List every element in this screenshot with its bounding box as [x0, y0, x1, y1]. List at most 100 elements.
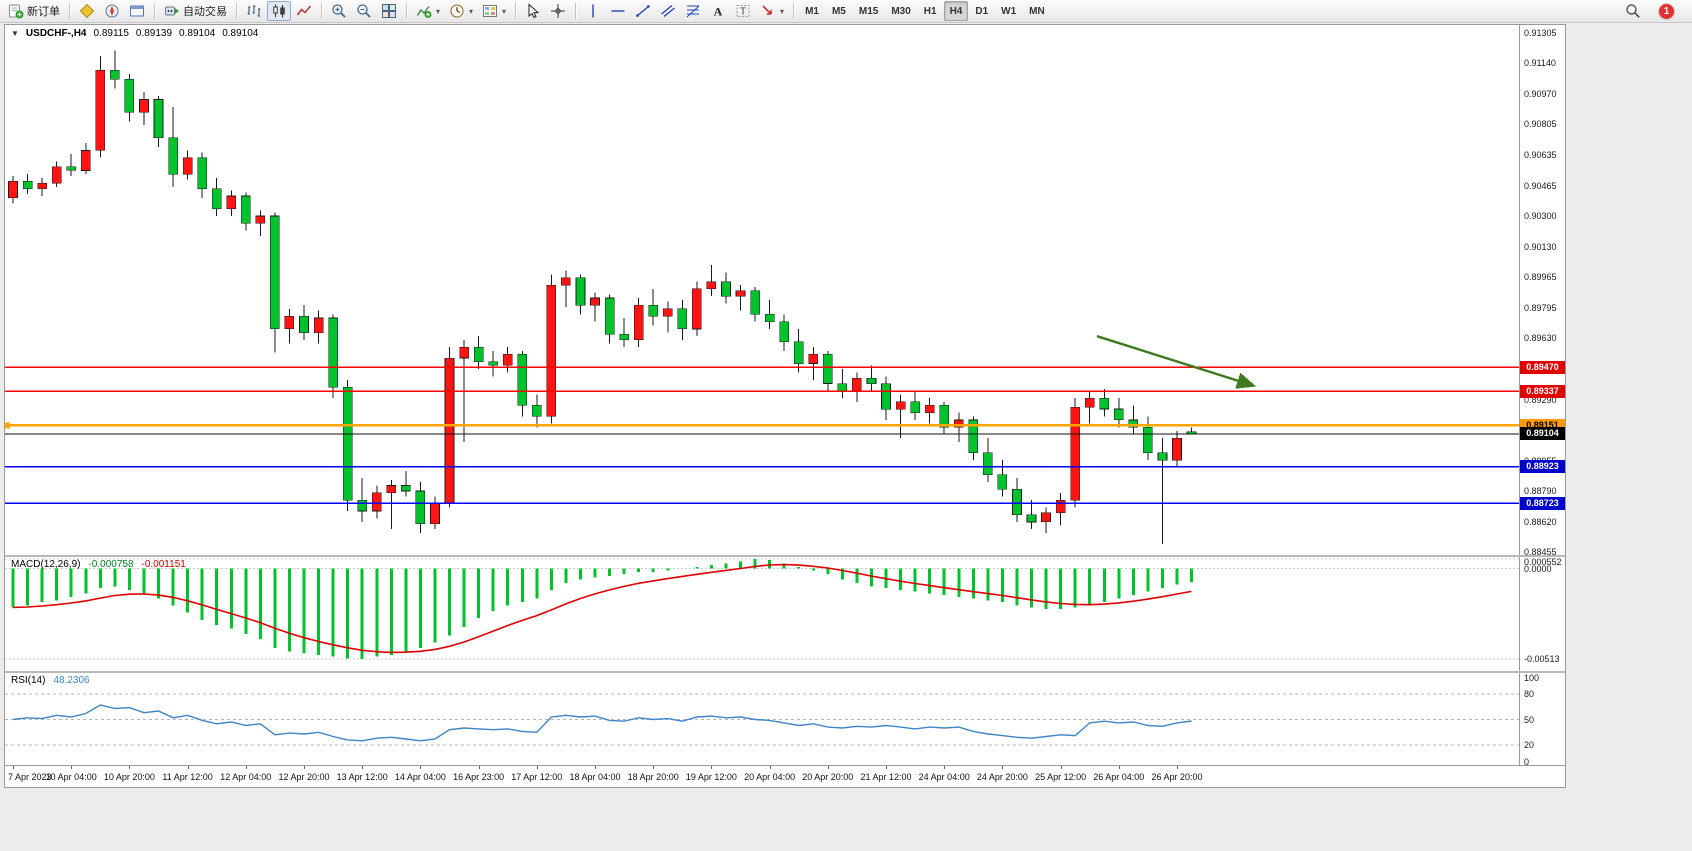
fibo-icon	[685, 3, 701, 19]
time-axis-tick	[1060, 766, 1062, 769]
macd-label: MACD(12,26,9) -0.000758 -0.001151	[11, 559, 186, 570]
candle	[1172, 430, 1182, 468]
label-icon: T	[735, 3, 751, 19]
tf-m1[interactable]: M1	[799, 1, 825, 21]
fibonacci-button[interactable]	[681, 1, 705, 21]
time-axis-tick	[1002, 766, 1004, 769]
templates-button[interactable]: ▾	[478, 1, 510, 21]
toolbar-groups: 新订单 自动交易 ▾ ▾ ▾ A T ▾ M1 M5 M15 M30 H1 H4 D1 W1 MN	[4, 1, 1051, 21]
rsi-plot[interactable]	[5, 673, 1519, 765]
candle	[953, 412, 964, 442]
market-watch-button[interactable]	[75, 1, 99, 21]
new-order-button[interactable]: 新订单	[4, 1, 64, 21]
navigator-button[interactable]	[100, 1, 124, 21]
time-axis-label: 11 Apr 12:00	[162, 772, 213, 782]
rsi-axis[interactable]: 100 80 50 20 0	[1519, 673, 1565, 765]
line-chart-button[interactable]	[292, 1, 316, 21]
candle	[910, 390, 920, 420]
candle	[284, 308, 295, 344]
arrows-button[interactable]: ▾	[756, 1, 788, 21]
candle	[779, 314, 790, 351]
price-axis-label: 0.89630	[1524, 333, 1557, 343]
trendline-button[interactable]	[631, 1, 655, 21]
rsi-line	[12, 704, 1192, 742]
macd-axis-label: 0.000552	[1524, 557, 1562, 567]
arrows-icon	[760, 3, 776, 19]
tf-m30[interactable]: M30	[885, 1, 916, 21]
tf-h4[interactable]: H4	[943, 1, 969, 21]
oneclick-collapse-icon[interactable]: ▼	[11, 29, 19, 38]
tf-h1[interactable]: H1	[918, 1, 943, 21]
price-line-badge: 0.89337	[1520, 384, 1565, 398]
crosshair-button[interactable]	[546, 1, 570, 21]
dropdown-caret-icon: ▾	[436, 6, 441, 16]
candle	[386, 480, 397, 530]
price-axis[interactable]: 0.91305 0.91140 0.90970 0.90805 0.90635 0.904…	[1519, 25, 1565, 555]
price-axis-label: 0.88790	[1524, 486, 1557, 496]
periods-button[interactable]: ▾	[445, 1, 477, 21]
panel-splitter[interactable]	[5, 555, 1565, 557]
label-button[interactable]: T	[731, 1, 755, 21]
candle	[124, 74, 135, 122]
notifications-badge[interactable]: 1	[1659, 3, 1674, 19]
tf-m5[interactable]: M5	[826, 1, 852, 21]
time-axis-tick	[944, 766, 946, 769]
tf-h1-label: H1	[923, 5, 937, 17]
candle	[8, 176, 18, 204]
autotrade-icon	[164, 3, 180, 19]
price-axis-label: 0.89290	[1524, 394, 1557, 405]
search-icon	[1625, 3, 1641, 19]
time-axis-tick	[536, 766, 538, 769]
time-axis-label: 25 Apr 12:00	[1035, 772, 1087, 782]
macd-axis[interactable]: 0.000552 0.0000 -0.00513	[1519, 557, 1565, 671]
vertical-line-button[interactable]	[581, 1, 605, 21]
candle	[968, 416, 979, 460]
price-chart-plot[interactable]	[5, 25, 1519, 555]
indicators-button[interactable]: ▾	[412, 1, 444, 21]
arrow-annotation[interactable]	[1096, 335, 1257, 389]
cursor-button[interactable]	[521, 1, 545, 21]
candle	[604, 294, 615, 344]
search-button[interactable]	[1621, 1, 1645, 21]
new-order-icon	[8, 3, 24, 19]
tile-icon	[381, 3, 397, 19]
terminal-button[interactable]	[125, 1, 149, 21]
channel-button[interactable]	[656, 1, 680, 21]
candle	[546, 274, 557, 424]
time-axis-label: 26 Apr 20:00	[1151, 772, 1203, 782]
rsi-axis-label: 100	[1524, 673, 1540, 683]
time-axis-label: 21 Apr 12:00	[860, 772, 912, 782]
candle	[750, 287, 760, 322]
toolbar-separator	[793, 3, 795, 19]
candle	[1157, 438, 1168, 544]
tf-mn[interactable]: MN	[1023, 1, 1051, 21]
bar-chart-button[interactable]	[242, 1, 266, 21]
text-button[interactable]: A	[706, 1, 730, 21]
time-axis-label: 20 Apr 20:00	[802, 772, 854, 782]
price-line-badge: 0.89470	[1520, 360, 1565, 374]
time-axis-tick	[478, 766, 480, 769]
time-axis-label: 12 Apr 04:00	[220, 772, 272, 782]
quote-header: ▼ USDCHF-,H4 0.89115 0.89139 0.89104 0.8…	[11, 28, 258, 39]
zoom-in-button[interactable]	[327, 1, 351, 21]
vline-icon	[585, 3, 601, 19]
tf-d1[interactable]: D1	[969, 1, 994, 21]
horizontal-line-button[interactable]	[606, 1, 630, 21]
candlestick-chart-button[interactable]	[267, 1, 291, 21]
hline-icon	[610, 3, 626, 19]
panel-splitter[interactable]	[5, 671, 1565, 673]
tf-m15-label: M15	[858, 5, 879, 17]
candle	[793, 328, 804, 373]
price-axis-label: 0.89965	[1524, 272, 1557, 282]
autotrade-button[interactable]: 自动交易	[160, 1, 231, 21]
zoom-out-button[interactable]	[352, 1, 376, 21]
time-axis-tick	[71, 766, 73, 769]
candle	[808, 347, 819, 380]
tile-windows-button[interactable]	[377, 1, 401, 21]
tf-w1[interactable]: W1	[995, 1, 1022, 21]
time-axis-tick	[13, 766, 14, 769]
tf-m15[interactable]: M15	[853, 1, 884, 21]
price-axis-label: 0.90465	[1524, 181, 1557, 191]
time-axis[interactable]: 7 Apr 2023 10 Apr 04:00 10 Apr 20:00 11 Apr…	[5, 765, 1565, 787]
macd-plot[interactable]	[5, 557, 1519, 671]
